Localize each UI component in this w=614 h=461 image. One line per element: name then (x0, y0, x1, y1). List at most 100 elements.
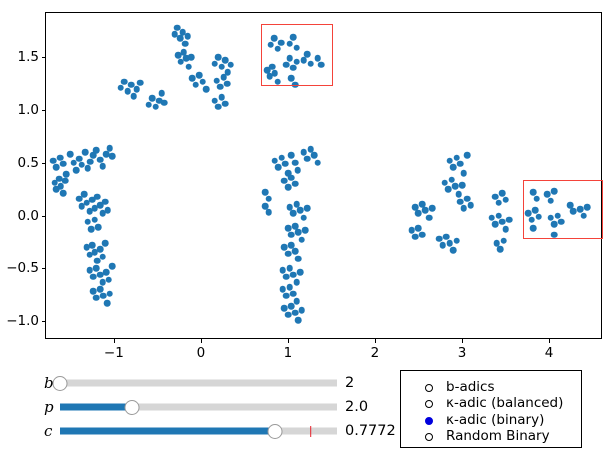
scatter-point (298, 307, 306, 314)
legend-item-1[interactable]: κ-adic (balanced) (425, 396, 563, 413)
scatter-point (202, 85, 210, 93)
scatter-point (450, 247, 457, 254)
scatter-point (584, 203, 591, 211)
scatter-point (550, 220, 558, 228)
slider-handle-c[interactable] (267, 423, 283, 439)
scatter-point (550, 231, 558, 238)
scatter-point (458, 181, 466, 189)
scatter-point (295, 316, 302, 324)
scatter-point (91, 249, 99, 256)
scatter-point (53, 163, 60, 171)
slider-track-c[interactable] (60, 423, 337, 439)
scatter-plot-panel[interactable]: 1.5 1.0 0.5 0.0 −0.5 −1.0 −1 0 1 2 3 4 (6, 12, 603, 361)
scatter-point (148, 95, 156, 102)
scatter-point (528, 216, 535, 224)
legend-item-label: κ-adic (binary) (446, 411, 545, 428)
legend-item-0[interactable]: b-adics (425, 379, 495, 396)
radio-unselected-icon[interactable] (425, 383, 433, 392)
scatter-point (96, 271, 104, 278)
scatter-point (439, 241, 447, 249)
scatter-point (99, 210, 106, 217)
scatter-point (87, 158, 94, 166)
slider-value-c: 0.7772 (345, 423, 396, 439)
scatter-point (422, 206, 429, 214)
slider-tickmark-c (309, 425, 312, 437)
scatter-point (184, 32, 192, 40)
scatter-point (223, 80, 231, 87)
highlight-box-1 (260, 23, 334, 86)
scatter-point (500, 237, 508, 245)
y-tick-mark (41, 162, 46, 164)
scatter-point (448, 176, 455, 183)
scatter-point (94, 223, 102, 231)
x-tick-mark (462, 338, 464, 343)
scatter-point (192, 81, 199, 89)
legend-radio-box[interactable]: b-adics κ-adic (balanced) κ-adic (binary) R… (400, 370, 582, 448)
scatter-point (213, 77, 220, 84)
scatter-point (265, 195, 273, 202)
scatter-point (179, 28, 186, 36)
scatter-point (275, 163, 282, 171)
radio-unselected-icon[interactable] (425, 400, 433, 408)
y-tick-label: 1.0 (17, 102, 39, 119)
scatter-point (99, 278, 106, 286)
scatter-point (161, 99, 168, 106)
scatter-point (218, 94, 226, 101)
x-tick-label: 2 (370, 345, 380, 361)
scatter-point (289, 271, 297, 278)
x-tick-label: 1 (283, 345, 293, 361)
scatter-point (83, 243, 91, 251)
scatter-point (177, 58, 185, 65)
scatter-point (176, 35, 184, 42)
slider-row-c[interactable]: c 0.7772 (0, 420, 400, 442)
scatter-point (267, 41, 274, 48)
scatter-point (550, 187, 558, 195)
scatter-point (443, 233, 450, 240)
scatter-point (460, 204, 468, 212)
scatter-point (188, 75, 196, 82)
scatter-point (99, 253, 106, 260)
scatter-point (456, 198, 464, 206)
scatter-point (288, 302, 295, 310)
scatter-point (124, 87, 132, 95)
radio-selected-icon[interactable] (425, 416, 433, 425)
scatter-point (491, 220, 499, 228)
scatter-point (425, 214, 433, 221)
legend-item-3[interactable]: Random Binary (425, 429, 550, 446)
scatter-point (70, 159, 78, 167)
scatter-point (295, 229, 302, 236)
scatter-point (271, 69, 279, 77)
scatter-point (498, 190, 506, 197)
slider-track-p[interactable] (60, 399, 337, 415)
slider-track-b[interactable] (52, 375, 337, 391)
scatter-point (463, 195, 471, 202)
slider-handle-p[interactable] (124, 399, 140, 415)
slider-row-p[interactable]: p 2.0 (0, 396, 400, 418)
scatter-point (580, 212, 588, 219)
scatter-point (86, 251, 93, 258)
scatter-point (284, 224, 292, 232)
legend-item-2[interactable]: κ-adic (binary) (425, 412, 544, 429)
scatter-point (282, 273, 290, 280)
scatter-point (103, 299, 111, 307)
scatter-point (288, 231, 295, 238)
scatter-point (224, 68, 232, 76)
scatter-point (286, 203, 293, 211)
scatter-point (73, 166, 80, 174)
scatter-point (300, 148, 307, 156)
scatter-point (289, 210, 297, 217)
scatter-point (86, 208, 93, 215)
scatter-point (291, 159, 299, 167)
scatter-point (291, 180, 299, 188)
scatter-point (49, 157, 57, 164)
scatter-point (467, 201, 474, 209)
scatter-point (446, 157, 454, 164)
slider-handle-b[interactable] (52, 375, 68, 391)
scatter-point (117, 84, 125, 92)
scatter-point (270, 35, 278, 42)
radio-unselected-icon[interactable] (425, 433, 433, 441)
scatter-point (108, 262, 116, 270)
scatter-point (307, 145, 314, 153)
scatter-point (57, 182, 65, 190)
